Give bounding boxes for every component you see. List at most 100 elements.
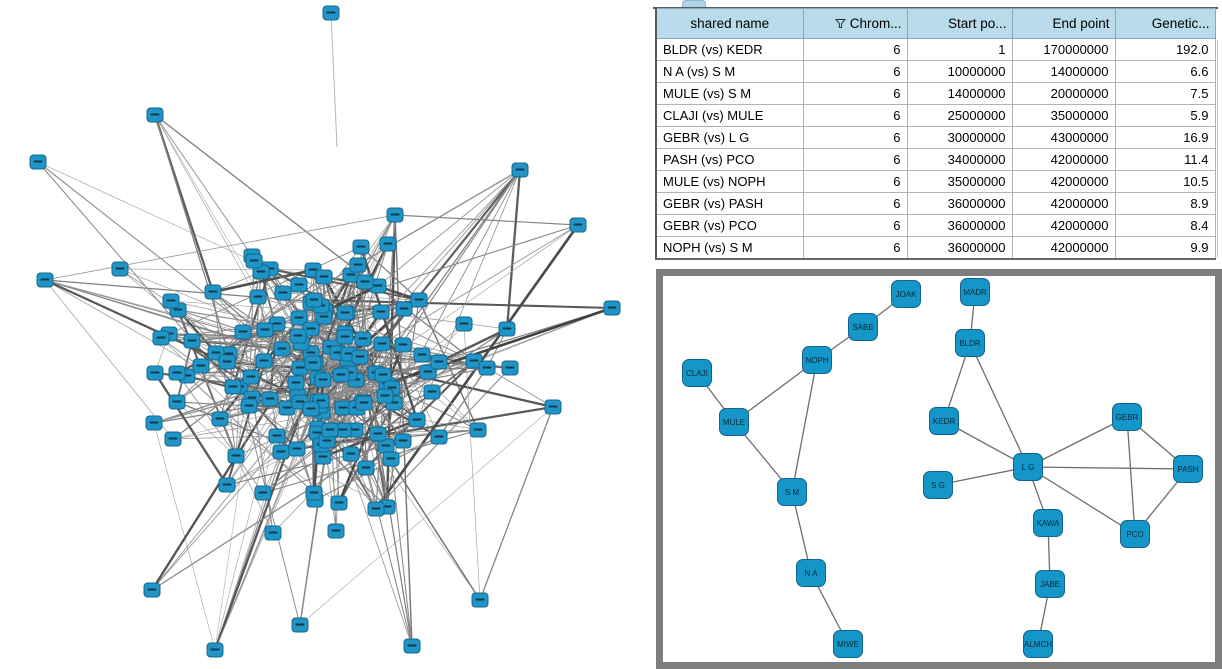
graph-node[interactable] [403, 638, 421, 654]
graph-node[interactable] [272, 444, 290, 460]
graph-node[interactable] [382, 451, 400, 467]
graph-node[interactable] [430, 354, 448, 370]
graph-node-jabe[interactable]: JABE [1035, 570, 1065, 598]
graph-edge[interactable] [154, 114, 253, 257]
graph-edge[interactable] [390, 458, 413, 647]
graph-node[interactable] [143, 582, 161, 598]
graph-edge[interactable] [44, 279, 174, 440]
graph-node-almch[interactable]: ALMCH [1023, 630, 1053, 658]
graph-edge-L G-GEBR[interactable] [1027, 416, 1128, 468]
graph-node[interactable] [289, 328, 307, 344]
graph-node[interactable] [356, 274, 374, 290]
graph-edge[interactable] [313, 298, 613, 310]
graph-edge[interactable] [170, 300, 278, 325]
graph-edge[interactable] [151, 435, 278, 591]
table-row[interactable]: PASH (vs) PCO 6 34000000 42000000 11.4 [655, 148, 1216, 171]
filtered-network-canvas[interactable]: JOAK SABE NOPH CLAJI MULE MADR BLDR KEDR GEBR L G… [663, 276, 1215, 662]
graph-node[interactable] [394, 433, 412, 449]
graph-node[interactable] [367, 501, 385, 517]
graph-node[interactable] [372, 304, 390, 320]
graph-edge[interactable] [262, 456, 324, 494]
graph-node[interactable] [355, 395, 373, 411]
graph-node[interactable] [322, 5, 340, 21]
graph-edge[interactable] [176, 372, 264, 494]
graph-edge[interactable] [213, 274, 353, 651]
graph-node-claji[interactable]: CLAJI [682, 359, 712, 387]
graph-node[interactable] [288, 441, 306, 457]
graph-edge[interactable] [44, 279, 405, 310]
graph-edge[interactable] [350, 274, 384, 376]
graph-edge[interactable] [402, 371, 429, 442]
graph-edge[interactable] [360, 246, 420, 301]
graph-node[interactable] [206, 642, 224, 658]
graph-node[interactable] [287, 375, 305, 391]
graph-edge[interactable] [337, 344, 405, 504]
table-row[interactable]: GEBR (vs) L G 6 30000000 43000000 16.9 [655, 126, 1216, 149]
graph-node[interactable] [249, 289, 267, 305]
graph-node-s-m[interactable]: S M [777, 478, 807, 506]
graph-node[interactable] [245, 253, 263, 269]
table-row[interactable]: NOPH (vs) S M 6 36000000 42000000 9.9 [655, 236, 1216, 260]
graph-node[interactable] [501, 360, 519, 376]
graph-node[interactable] [111, 261, 129, 277]
graph-node[interactable] [274, 285, 292, 301]
graph-node-kawa[interactable]: KAWA [1033, 509, 1063, 537]
graph-edge[interactable] [505, 169, 522, 330]
table-row[interactable]: GEBR (vs) PCO 6 36000000 42000000 8.4 [655, 214, 1216, 237]
graph-edge[interactable] [239, 386, 301, 626]
graph-node[interactable] [273, 341, 291, 357]
graph-node[interactable] [168, 394, 186, 410]
graph-node[interactable] [408, 412, 426, 428]
graph-node[interactable] [498, 321, 516, 337]
graph-edge[interactable] [486, 367, 554, 408]
graph-node[interactable] [373, 336, 391, 352]
graph-node[interactable] [146, 365, 164, 381]
graph-node[interactable] [242, 369, 260, 385]
graph-edge[interactable] [418, 299, 479, 431]
graph-node-n-a[interactable]: N A [796, 559, 826, 587]
graph-node[interactable] [395, 301, 413, 317]
graph-node-sabe[interactable]: SABE [848, 313, 878, 341]
graph-node[interactable] [603, 300, 621, 316]
graph-edge[interactable] [314, 436, 440, 501]
graph-node[interactable] [183, 333, 201, 349]
graph-node[interactable] [291, 617, 309, 633]
graph-edge[interactable] [416, 169, 521, 421]
graph-edge[interactable] [438, 327, 508, 364]
table-row[interactable]: BLDR (vs) KEDR 6 1 170000000 192.0 [655, 38, 1216, 61]
table-row[interactable]: GEBR (vs) PASH 6 36000000 42000000 8.9 [655, 192, 1216, 215]
graph-edge[interactable] [151, 419, 418, 591]
table-row[interactable]: CLAJI (vs) MULE 6 25000000 35000000 5.9 [655, 104, 1216, 127]
graph-node[interactable] [256, 322, 274, 338]
column-header-end-point[interactable]: End point [1011, 8, 1116, 39]
graph-node[interactable] [569, 217, 587, 233]
graph-node[interactable] [224, 379, 242, 395]
graph-node[interactable] [410, 292, 428, 308]
graph-node[interactable] [218, 354, 236, 370]
graph-node[interactable] [386, 207, 404, 223]
graph-node[interactable] [227, 448, 245, 464]
graph-node[interactable] [218, 477, 236, 493]
graph-node[interactable] [152, 330, 170, 346]
graph-node-gebr[interactable]: GEBR [1112, 403, 1142, 431]
graph-edge[interactable] [154, 114, 230, 355]
graph-node[interactable] [413, 347, 431, 363]
graph-node[interactable] [354, 331, 372, 347]
graph-edge[interactable] [479, 406, 554, 601]
graph-node-l-g[interactable]: L G [1013, 453, 1043, 481]
graph-edge[interactable] [44, 214, 396, 281]
full-network-panel[interactable] [0, 0, 653, 669]
column-header-start-po-[interactable]: Start po... [906, 8, 1013, 39]
graph-node[interactable] [204, 284, 222, 300]
graph-node[interactable] [305, 485, 323, 501]
graph-node[interactable] [327, 523, 345, 539]
graph-node[interactable] [146, 107, 164, 123]
graph-node[interactable] [192, 358, 210, 374]
graph-node-miwe[interactable]: MIWE [833, 630, 863, 658]
graph-edge[interactable] [119, 268, 314, 271]
graph-node[interactable] [240, 398, 258, 414]
graph-node[interactable] [336, 329, 354, 345]
column-header-genetic-[interactable]: Genetic... [1114, 8, 1216, 39]
graph-edge[interactable] [37, 161, 250, 407]
column-header-shared-name[interactable]: shared name [655, 8, 804, 39]
